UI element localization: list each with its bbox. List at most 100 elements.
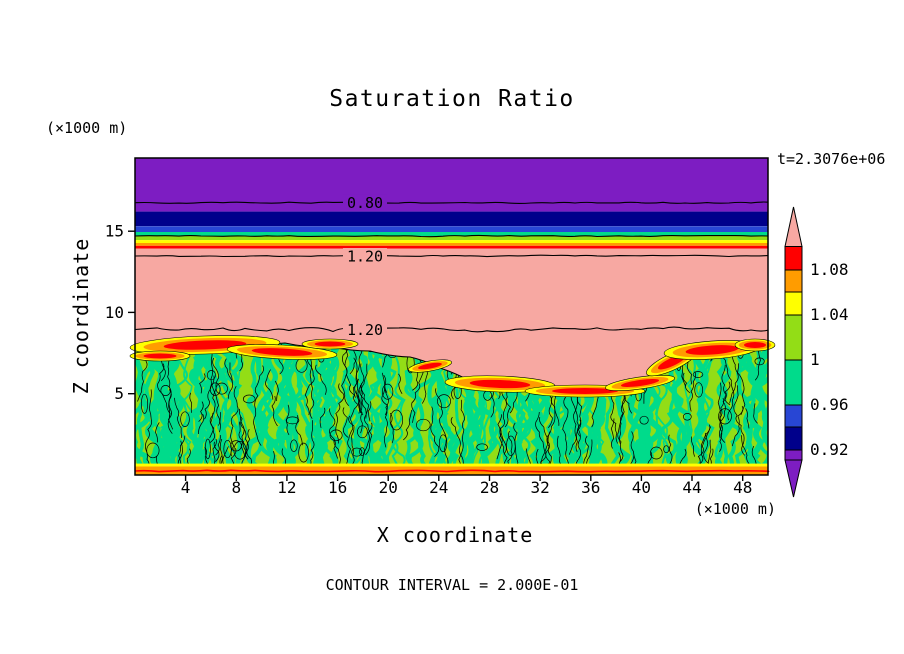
texture-contour <box>562 389 570 465</box>
band-blue <box>135 226 768 232</box>
texture-contour <box>178 435 186 465</box>
texture-contour <box>733 385 745 456</box>
texture-loop <box>506 435 516 456</box>
hot-patch-red <box>620 378 660 388</box>
texture-loop <box>718 408 732 425</box>
texture-contour <box>342 407 349 438</box>
x-units-label: (×1000 m) <box>695 500 776 518</box>
texture-contour <box>353 357 358 398</box>
texture-streak <box>756 338 768 465</box>
colorbar-segment <box>784 314 803 361</box>
texture-contour <box>360 384 373 456</box>
texture-contour <box>167 389 174 430</box>
texture-contour <box>689 371 696 412</box>
texture-contour <box>198 413 205 435</box>
supersaturation-patches <box>129 335 776 398</box>
texture-contour <box>155 422 160 443</box>
texture-contour <box>199 373 206 394</box>
band-red <box>135 245 768 249</box>
contour-label-mask <box>343 248 387 264</box>
texture-contour <box>729 363 740 404</box>
band-orange <box>135 243 768 246</box>
texture-contour <box>668 434 673 465</box>
texture-contour <box>707 439 714 465</box>
colorbar: 1.08 1.04 1 0.96 0.92 <box>784 206 849 498</box>
hot-patch-red <box>469 379 531 389</box>
contour-label: 1.20 <box>347 248 383 266</box>
texture-contour <box>703 432 709 464</box>
texture-loop <box>650 446 663 460</box>
texture-contour <box>240 416 246 457</box>
texture-contour <box>398 373 403 395</box>
x-tick-label: 28 <box>480 478 499 497</box>
z-tick-label: 15 <box>105 222 124 241</box>
hot-patch-red <box>744 342 766 348</box>
texture-contour <box>274 380 279 402</box>
texture-contour <box>211 375 221 426</box>
texture-loop <box>663 445 670 454</box>
x-tick-label: 44 <box>682 478 701 497</box>
colorbar-arrow-top <box>784 206 803 247</box>
hot-patch-red <box>552 388 618 394</box>
texture-contour <box>265 369 274 400</box>
texture-contour <box>677 448 687 465</box>
contour-interval-caption: CONTOUR INTERVAL = 2.000E-01 <box>326 576 579 594</box>
texture-contour <box>215 435 221 456</box>
texture-loop <box>692 371 704 378</box>
texture-contour <box>343 378 359 465</box>
texture-streak <box>757 338 768 465</box>
hot-patch-red <box>314 341 346 347</box>
texture-streak <box>350 338 371 465</box>
texture-contour <box>535 411 547 465</box>
texture-contour <box>682 372 691 394</box>
texture-loop <box>290 439 298 452</box>
texture-loop <box>329 429 343 442</box>
texture-contour <box>281 448 287 465</box>
colorbar-label: 1.04 <box>810 305 849 324</box>
surface-layer-bands <box>134 463 770 475</box>
texture-contour <box>721 364 731 406</box>
texture-contour <box>458 399 465 465</box>
texture-contour <box>610 418 615 449</box>
x-tick-label: 48 <box>733 478 752 497</box>
colorbar-segment <box>784 291 803 316</box>
band-chartreuse <box>135 236 768 241</box>
labeled-contour-lines: 0.80 1.20 1.20 <box>134 194 769 339</box>
texture-contour <box>367 401 372 422</box>
texture-loop <box>285 416 300 425</box>
texture-contour <box>230 386 239 457</box>
texture-contour <box>574 419 582 465</box>
x-tick-label: 20 <box>379 478 398 497</box>
texture-contour <box>354 342 363 434</box>
texture-loop <box>438 434 448 453</box>
texture-contour <box>209 412 216 444</box>
band-navy <box>135 211 768 227</box>
colorbar-segment <box>784 426 803 451</box>
texture-contour <box>690 436 695 457</box>
texture-loop <box>359 447 365 456</box>
time-annotation: t=2.3076e+06 <box>777 150 885 168</box>
texture-streak <box>217 338 238 465</box>
texture-contour <box>538 416 549 465</box>
texture-loop <box>215 382 228 395</box>
z-tick-label: 10 <box>105 303 124 322</box>
x-tick-label: 40 <box>632 478 651 497</box>
contour-line <box>134 254 769 258</box>
texture-contour <box>145 389 153 465</box>
texture-contour <box>753 403 758 424</box>
texture-contour <box>745 408 750 429</box>
surface-red-line <box>134 469 770 473</box>
texture-loop <box>389 409 404 431</box>
texture-contour <box>707 448 714 465</box>
colorbar-segment <box>784 269 803 293</box>
x-tick-label: 24 <box>429 478 448 497</box>
texture-contour <box>721 350 735 421</box>
chart-title: Saturation Ratio <box>329 86 575 112</box>
texture-contour <box>741 435 751 465</box>
texture-contour <box>286 404 290 436</box>
hot-patch-red <box>418 362 442 370</box>
texture-contour <box>381 372 388 393</box>
texture-contour <box>177 440 183 465</box>
band-yellow-floor <box>135 463 768 467</box>
